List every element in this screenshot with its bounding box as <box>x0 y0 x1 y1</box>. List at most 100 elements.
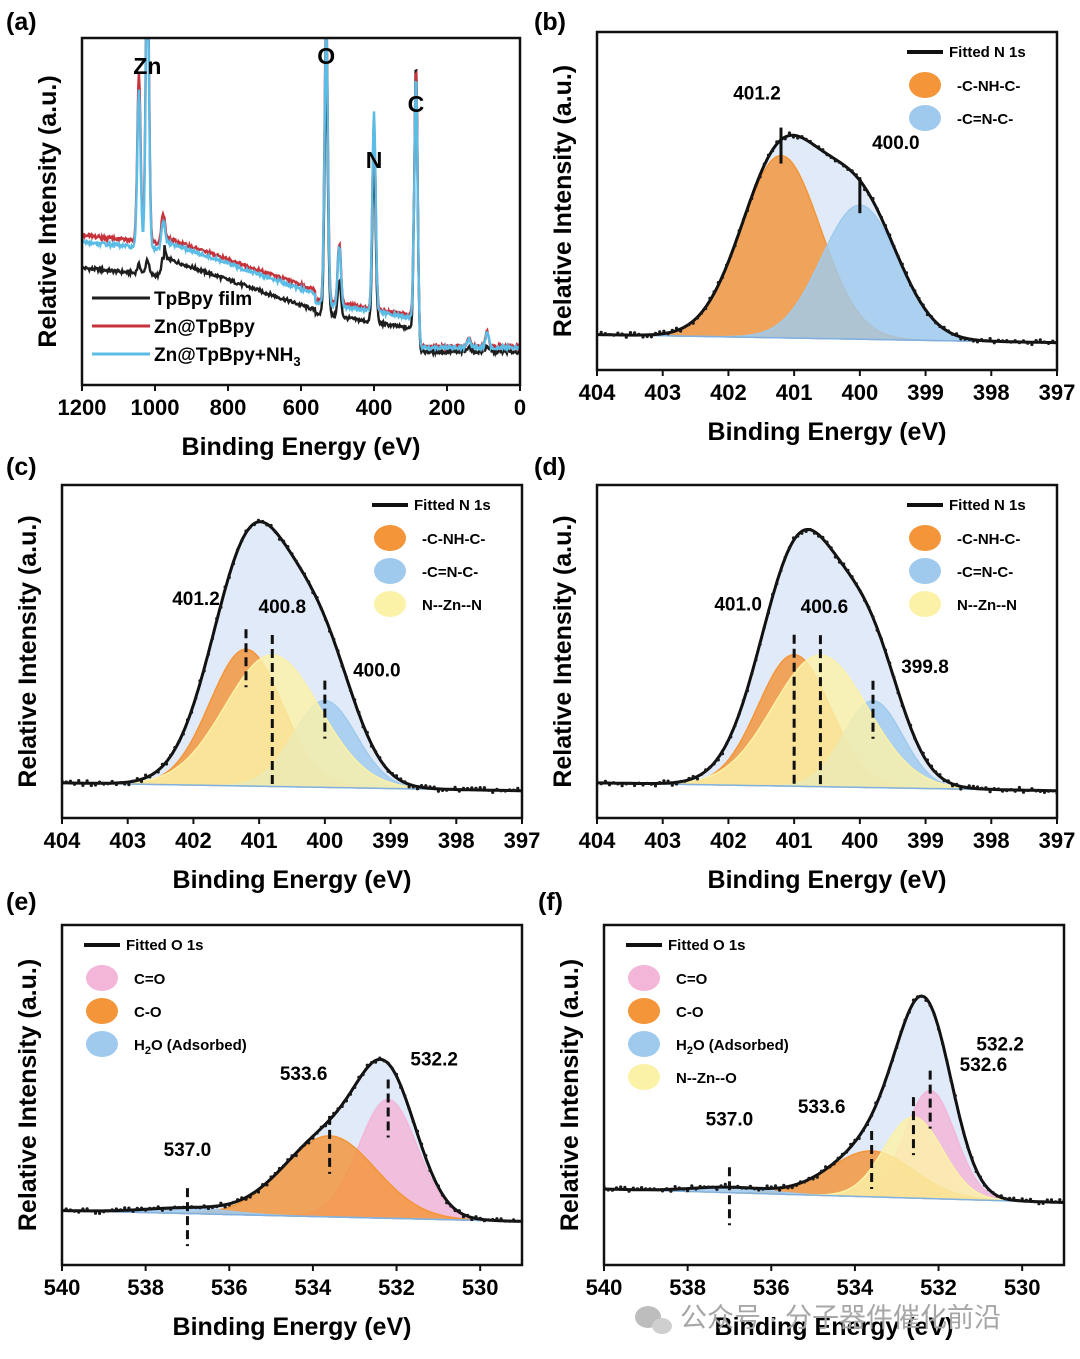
component-2 <box>62 654 522 792</box>
data-point <box>160 762 164 766</box>
data-point <box>403 780 407 784</box>
data-point <box>729 254 733 258</box>
x-tick-label: 404 <box>44 828 81 853</box>
data-point <box>934 321 938 325</box>
data-point <box>920 994 924 998</box>
data-point <box>779 568 783 573</box>
data-point <box>227 575 231 580</box>
data-point <box>607 783 612 787</box>
data-point <box>619 1185 623 1189</box>
data-point <box>453 785 457 789</box>
data-point <box>953 1094 957 1098</box>
data-point <box>888 661 892 665</box>
x-tick-label: 397 <box>504 828 541 853</box>
data-point <box>741 699 746 703</box>
data-point <box>1034 339 1038 343</box>
data-point <box>507 1219 512 1223</box>
data-point <box>290 552 294 556</box>
data-point <box>928 1003 932 1008</box>
x-tick-label: 200 <box>429 395 466 420</box>
data-point <box>865 1122 870 1127</box>
data-point <box>265 1183 269 1187</box>
data-point <box>599 330 603 334</box>
data-point <box>716 281 720 285</box>
plot-area <box>597 131 1057 347</box>
data-point <box>89 1209 93 1213</box>
data-point <box>825 540 829 544</box>
data-point <box>81 783 85 788</box>
data-point <box>240 539 244 543</box>
data-point <box>286 545 290 549</box>
wechat-icon-part <box>652 1318 672 1334</box>
data-point <box>336 1107 340 1111</box>
data-point <box>620 784 624 788</box>
data-point <box>882 1083 886 1087</box>
data-point <box>941 1042 945 1046</box>
data-point <box>825 153 829 157</box>
data-point <box>131 1209 135 1213</box>
x-tick-label: 403 <box>644 380 681 405</box>
data-point <box>867 605 871 610</box>
data-point <box>1024 1198 1028 1202</box>
data-point <box>353 1085 357 1089</box>
data-point <box>1030 787 1034 791</box>
data-point <box>854 582 858 586</box>
data-point <box>879 215 884 219</box>
data-point <box>766 153 771 157</box>
data-point <box>415 787 420 791</box>
data-point <box>457 789 461 793</box>
data-point <box>106 782 110 786</box>
legend-label: C-O <box>134 1004 162 1021</box>
data-point <box>683 325 687 329</box>
data-point <box>711 1185 715 1189</box>
data-point <box>624 782 628 786</box>
x-tick-label: 398 <box>438 828 475 853</box>
data-point <box>987 1188 991 1192</box>
data-point <box>909 283 913 287</box>
legend-label: H2O (Adsorbed) <box>676 1037 789 1057</box>
data-point <box>808 139 812 144</box>
data-point <box>975 785 980 789</box>
data-point <box>290 1154 294 1158</box>
data-point <box>892 244 896 248</box>
x-tick-label: 530 <box>1004 1275 1041 1300</box>
data-point <box>491 1217 495 1222</box>
x-tick-label: 399 <box>907 828 944 853</box>
data-point <box>223 585 227 589</box>
data-point <box>870 1114 874 1118</box>
element-label: O <box>317 43 335 69</box>
x-tick-label: 0 <box>514 395 526 420</box>
watermark: 公众号 · 分子器件催化前沿 <box>635 1303 1001 1334</box>
data-point <box>828 1165 832 1169</box>
data-point <box>849 1142 853 1146</box>
data-point <box>486 1218 491 1222</box>
legend-label: C-O <box>676 1004 704 1021</box>
data-point <box>896 691 900 695</box>
data-point <box>282 539 286 543</box>
data-point <box>135 777 139 781</box>
data-point <box>670 783 674 787</box>
data-point <box>282 1164 286 1168</box>
data-point <box>934 770 938 774</box>
legend: Fitted N 1s -C-NH-C- -C=N-C- N--Zn--N <box>372 497 491 617</box>
data-point <box>102 1210 106 1214</box>
element-label: Zn <box>133 53 161 79</box>
y-axis-title: Relative Intensity (a.u.) <box>549 515 577 787</box>
data-point <box>762 162 766 166</box>
data-point <box>607 333 612 337</box>
data-point <box>1034 789 1038 793</box>
data-point <box>790 1186 794 1190</box>
data-point <box>698 1184 702 1189</box>
data-point <box>861 1128 865 1133</box>
data-point <box>1045 1198 1049 1202</box>
data-point <box>992 787 996 791</box>
panel-label: (b) <box>534 8 566 36</box>
data-point <box>173 746 177 750</box>
data-point <box>1005 339 1009 343</box>
data-point <box>733 724 737 728</box>
data-point <box>72 782 77 786</box>
x-tick-label: 401 <box>776 380 813 405</box>
data-point <box>762 625 766 630</box>
data-point <box>942 779 946 783</box>
peak-label: 400.8 <box>259 597 307 618</box>
